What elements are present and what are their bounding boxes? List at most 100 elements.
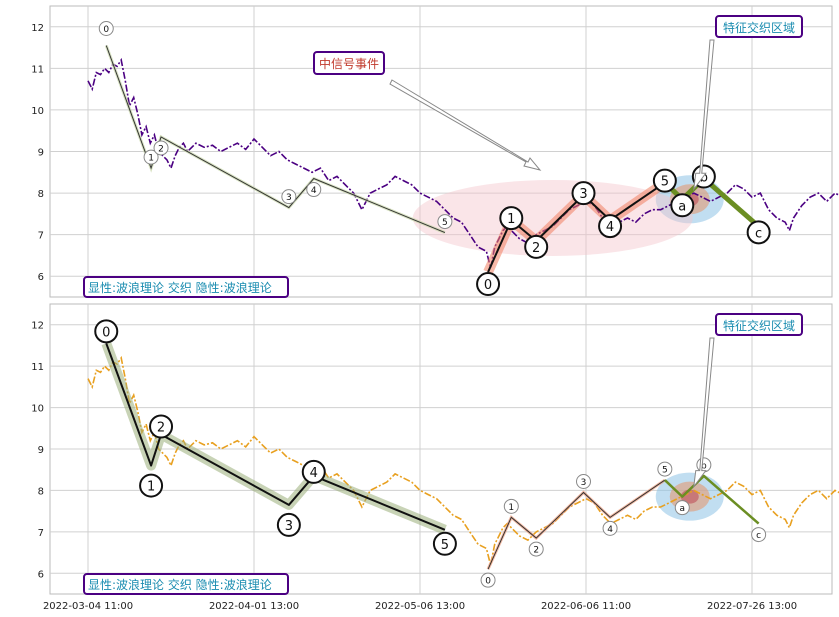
bottom-small-label-0: 0 (485, 577, 491, 587)
bottom-small-label-1: 1 (508, 503, 514, 513)
top-small-label-2: 2 (158, 144, 164, 154)
y-tick-label: 7 (38, 528, 44, 539)
top-big-label-circle (571, 181, 596, 206)
x-tick-label: 2022-07-26 13:00 (707, 601, 797, 612)
top-big-label-4: 4 (606, 220, 614, 235)
bottom-small-label-2: 2 (533, 546, 539, 556)
top-small-label-circle (306, 182, 322, 198)
top-small-label-0: 0 (103, 25, 109, 35)
bottom-small-label-circle (503, 498, 519, 514)
event-label-box (313, 51, 385, 75)
top-small-label-3: 3 (286, 193, 292, 203)
bottom-big-label-2: 2 (157, 421, 165, 436)
top-small-impulse-line (105, 45, 446, 234)
top-small-label-circle (437, 214, 453, 230)
y-tick-label: 12 (31, 23, 44, 34)
y-tick-label: 6 (38, 272, 44, 283)
feature-label: 特征交织区域 (723, 20, 795, 35)
y-tick-label: 11 (31, 362, 44, 373)
feature-label-box (715, 313, 803, 336)
x-tick-label: 2022-05-06 13:00 (375, 601, 465, 612)
top-small-label-circle (281, 189, 297, 205)
feature-arrow (693, 39, 715, 192)
bottom-big-label-0: 0 (102, 325, 110, 340)
y-tick-label: 7 (38, 231, 44, 242)
bottom-small-label-c: c (756, 531, 761, 541)
top-big-label-c: c (755, 226, 762, 241)
bottom-big-label-4: 4 (310, 466, 318, 481)
bottom-small-corrective-line (663, 474, 760, 525)
bottom-small-label-5: 5 (662, 466, 668, 476)
top-big-corrective-line (663, 176, 761, 229)
bottom-small-label-4: 4 (607, 525, 613, 535)
y-tick-label: 9 (38, 445, 44, 456)
bottom-big-label-1: 1 (147, 480, 155, 495)
bottom-small-label-b: b (701, 461, 707, 471)
bottom-big-label-circle (94, 319, 119, 344)
top-big-label-circle (524, 234, 549, 259)
x-tick-label: 2022-04-01 13:00 (209, 601, 299, 612)
price-line (87, 57, 839, 269)
bottom-small-label-circle (674, 500, 690, 516)
top-small-label-5: 5 (442, 218, 448, 228)
feature-label: 特征交织区域 (723, 318, 795, 333)
y-tick-label: 10 (31, 106, 44, 117)
x-tick-label: 2022-06-06 11:00 (541, 601, 631, 612)
bottom-big-label-circle (139, 473, 164, 498)
top-small-label-1: 1 (148, 154, 154, 164)
top-big-label-circle (598, 214, 623, 239)
top-big-label-2: 2 (532, 241, 540, 256)
bottom-small-label-circle (480, 572, 496, 588)
y-tick-label: 6 (38, 569, 44, 580)
top-big-label-circle (746, 220, 771, 245)
wave-legend-label: 显性:波浪理论 交织 隐性:波浪理论 (88, 280, 272, 295)
top-big-label-0: 0 (484, 278, 492, 293)
feature-label-box (715, 15, 803, 38)
bottom-small-label-circle (576, 474, 592, 489)
feature-arrow (693, 337, 715, 489)
top-big-label-circle (670, 193, 695, 218)
bottom-big-impulse-line (105, 343, 446, 531)
y-tick-label: 10 (31, 404, 44, 415)
wave-legend-box (83, 276, 289, 298)
bottom-small-impulse-line (487, 479, 666, 570)
bottom-small-label-circle (751, 527, 767, 543)
bottom-small-label-circle (528, 541, 544, 557)
top-big-label-3: 3 (579, 187, 587, 202)
y-tick-label: 8 (38, 189, 44, 200)
top-small-label-4: 4 (311, 186, 317, 196)
wave-legend-box (83, 573, 289, 595)
bottom-big-label-circle (149, 414, 174, 439)
wave-legend-label: 显性:波浪理论 交织 隐性:波浪理论 (88, 577, 272, 592)
y-tick-label: 9 (38, 148, 44, 159)
bottom-big-label-circle (301, 459, 326, 484)
bottom-small-label-circle (602, 520, 618, 536)
top-small-label-circle (153, 140, 169, 156)
top-small-label-circle (143, 149, 159, 165)
bottom-big-label-circle (276, 512, 301, 537)
top-big-label-b: b (700, 171, 708, 186)
top-big-label-1: 1 (507, 212, 515, 227)
top-big-label-circle (499, 206, 524, 231)
bottom-big-label-circle (432, 531, 457, 556)
top-big-label-a: a (678, 199, 686, 214)
y-tick-label: 11 (31, 64, 44, 75)
y-tick-label: 12 (31, 321, 44, 332)
bottom-big-label-3: 3 (285, 519, 293, 534)
price-line (87, 355, 839, 566)
top-big-label-5: 5 (661, 175, 669, 190)
bottom-small-label-circle (657, 461, 673, 477)
y-tick-label: 8 (38, 486, 44, 497)
event-arrow (389, 79, 542, 171)
bottom-big-label-5: 5 (441, 538, 449, 553)
top-big-label-circle (476, 272, 501, 297)
bottom-small-label-3: 3 (581, 478, 587, 488)
bottom-small-label-a: a (680, 504, 686, 514)
top-small-label-circle (98, 20, 114, 36)
top-big-label-circle (652, 168, 677, 193)
x-tick-label: 2022-03-04 11:00 (43, 601, 133, 612)
event-label: 中信号事件 (319, 56, 379, 71)
